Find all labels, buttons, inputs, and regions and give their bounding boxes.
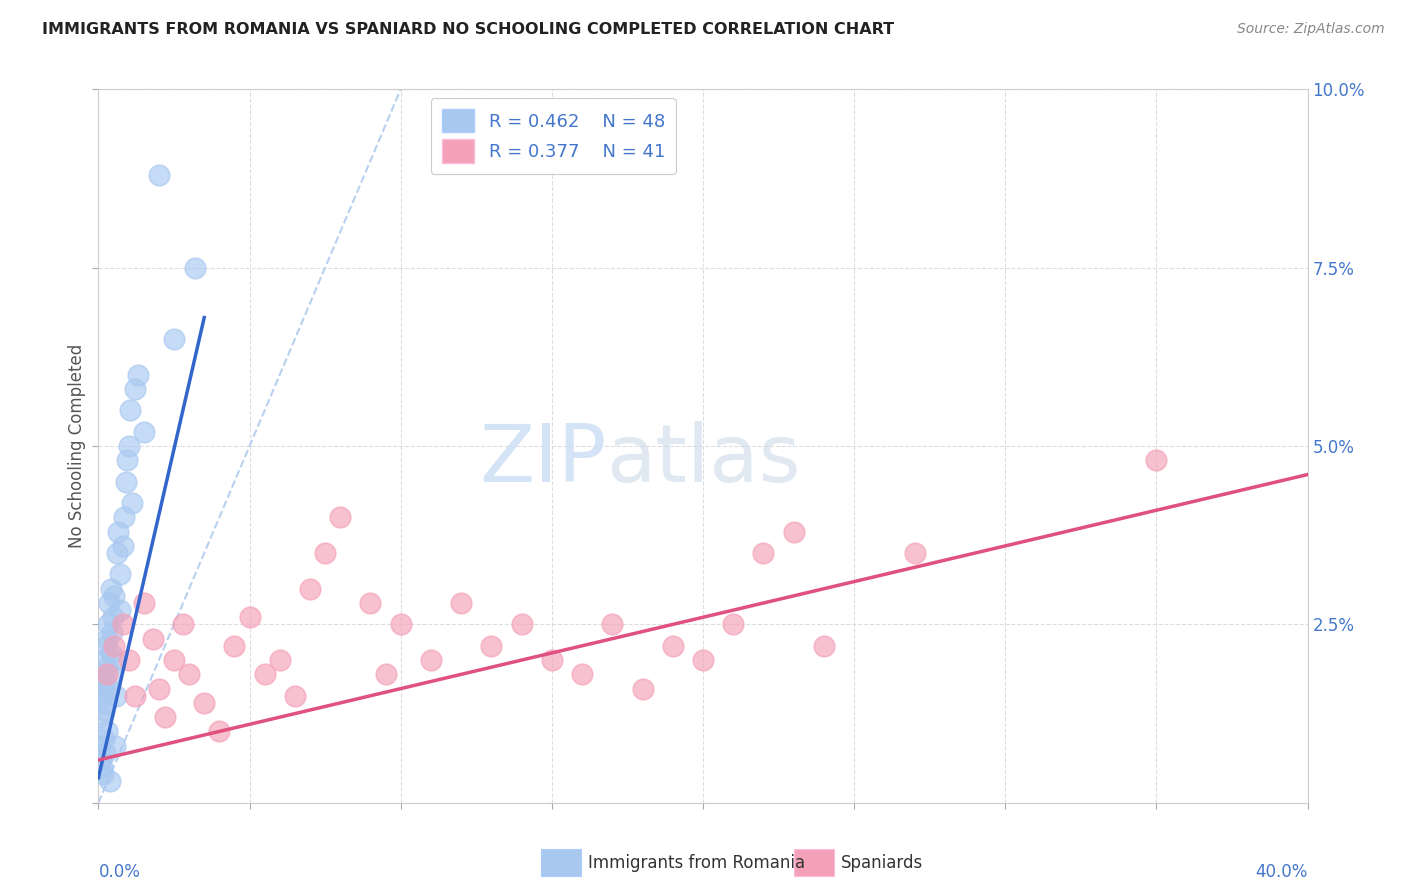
Point bbox=[163, 332, 186, 346]
Point bbox=[193, 696, 215, 710]
Legend: R = 0.462    N = 48, R = 0.377    N = 41: R = 0.462 N = 48, R = 0.377 N = 41 bbox=[430, 98, 676, 174]
Point bbox=[91, 760, 114, 774]
Point bbox=[132, 596, 155, 610]
Point bbox=[662, 639, 685, 653]
Point bbox=[96, 632, 118, 646]
Point bbox=[541, 653, 564, 667]
Point bbox=[112, 510, 135, 524]
Point bbox=[100, 582, 122, 596]
Point bbox=[239, 610, 262, 624]
Point bbox=[127, 368, 149, 382]
Point bbox=[571, 667, 593, 681]
Y-axis label: No Schooling Completed: No Schooling Completed bbox=[67, 344, 86, 548]
Point bbox=[118, 653, 141, 667]
Point bbox=[253, 667, 276, 681]
Point bbox=[224, 639, 246, 653]
Point bbox=[107, 524, 129, 539]
Point bbox=[124, 382, 146, 396]
Point bbox=[103, 653, 125, 667]
Point bbox=[450, 596, 472, 610]
Point bbox=[91, 689, 114, 703]
Point bbox=[179, 667, 201, 681]
Point bbox=[389, 617, 412, 632]
Point bbox=[752, 546, 775, 560]
Point bbox=[100, 646, 122, 660]
Point bbox=[510, 617, 533, 632]
Point bbox=[94, 746, 117, 760]
Point bbox=[89, 710, 111, 724]
Point bbox=[124, 689, 146, 703]
Point bbox=[148, 681, 170, 696]
Point bbox=[105, 546, 128, 560]
Point bbox=[104, 739, 127, 753]
Point bbox=[111, 539, 134, 553]
Point bbox=[103, 589, 125, 603]
Point bbox=[481, 639, 503, 653]
Point bbox=[360, 596, 382, 610]
Point bbox=[163, 653, 186, 667]
Point bbox=[104, 689, 127, 703]
Point bbox=[602, 617, 624, 632]
Point bbox=[121, 496, 143, 510]
Point bbox=[98, 681, 121, 696]
Point bbox=[692, 653, 714, 667]
Point bbox=[97, 617, 120, 632]
Point bbox=[98, 596, 121, 610]
Point bbox=[783, 524, 806, 539]
Point bbox=[91, 667, 114, 681]
Point bbox=[108, 603, 131, 617]
Point bbox=[96, 660, 118, 674]
Text: ZIP: ZIP bbox=[479, 421, 606, 500]
Point bbox=[96, 667, 118, 681]
Point bbox=[98, 774, 121, 789]
Point bbox=[132, 425, 155, 439]
Point bbox=[153, 710, 176, 724]
Point bbox=[420, 653, 443, 667]
Point bbox=[904, 546, 927, 560]
Point bbox=[94, 696, 117, 710]
Text: Source: ZipAtlas.com: Source: ZipAtlas.com bbox=[1237, 22, 1385, 37]
Point bbox=[90, 753, 112, 767]
Point bbox=[91, 767, 114, 781]
Point bbox=[103, 639, 125, 653]
Point bbox=[114, 475, 136, 489]
Point bbox=[374, 667, 396, 681]
Point bbox=[111, 617, 134, 632]
Point bbox=[94, 639, 117, 653]
Point bbox=[93, 731, 115, 746]
Text: atlas: atlas bbox=[606, 421, 800, 500]
Point bbox=[172, 617, 194, 632]
Point bbox=[93, 681, 115, 696]
Point bbox=[813, 639, 835, 653]
Text: IMMIGRANTS FROM ROMANIA VS SPANIARD NO SCHOOLING COMPLETED CORRELATION CHART: IMMIGRANTS FROM ROMANIA VS SPANIARD NO S… bbox=[42, 22, 894, 37]
Point bbox=[184, 260, 207, 275]
Point bbox=[314, 546, 336, 560]
Point bbox=[284, 689, 307, 703]
Text: Spaniards: Spaniards bbox=[841, 854, 922, 871]
Point bbox=[93, 653, 115, 667]
Point bbox=[329, 510, 352, 524]
Point bbox=[148, 168, 170, 182]
Point bbox=[120, 403, 142, 417]
Point bbox=[142, 632, 165, 646]
Text: Immigrants from Romania: Immigrants from Romania bbox=[588, 854, 804, 871]
Point bbox=[631, 681, 654, 696]
Point bbox=[115, 453, 138, 467]
Text: 0.0%: 0.0% bbox=[98, 863, 141, 881]
Text: 40.0%: 40.0% bbox=[1256, 863, 1308, 881]
Point bbox=[101, 624, 124, 639]
Point bbox=[299, 582, 322, 596]
Point bbox=[108, 567, 131, 582]
Point bbox=[208, 724, 231, 739]
Point bbox=[96, 724, 118, 739]
Point bbox=[100, 667, 122, 681]
Point bbox=[101, 610, 124, 624]
Point bbox=[93, 703, 115, 717]
Point bbox=[723, 617, 745, 632]
Point bbox=[269, 653, 291, 667]
Point bbox=[1146, 453, 1168, 467]
Point bbox=[118, 439, 141, 453]
Point bbox=[94, 674, 117, 689]
Point bbox=[90, 739, 112, 753]
